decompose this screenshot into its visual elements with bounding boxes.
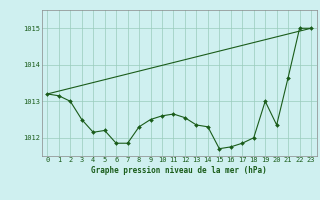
X-axis label: Graphe pression niveau de la mer (hPa): Graphe pression niveau de la mer (hPa) [91,166,267,175]
